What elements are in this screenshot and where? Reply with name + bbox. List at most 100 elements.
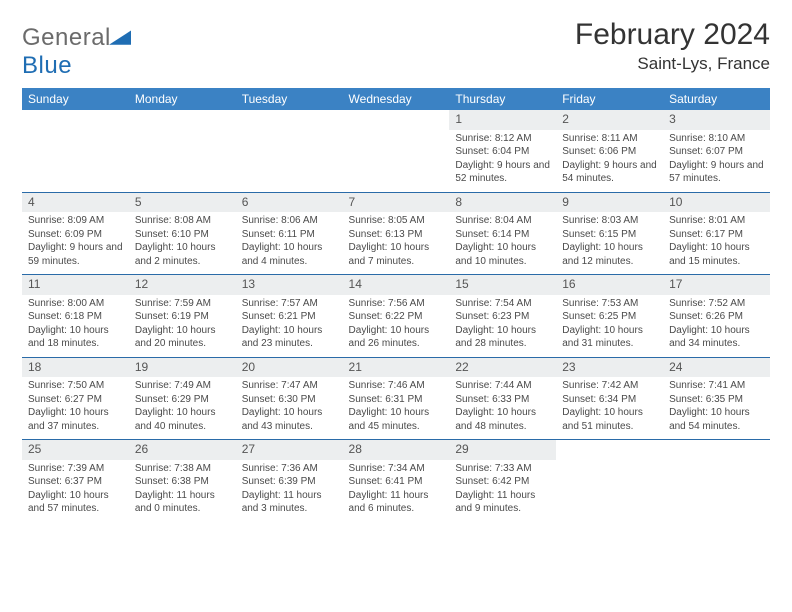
daylight-line: Daylight: 9 hours and 57 minutes. xyxy=(669,159,764,186)
daylight-line: Daylight: 10 hours and 28 minutes. xyxy=(455,324,550,351)
empty-cell xyxy=(343,110,450,188)
weekday-header: Sunday xyxy=(22,88,129,110)
day-info: Sunrise: 7:38 AMSunset: 6:38 PMDaylight:… xyxy=(129,460,236,522)
weekday-header: Saturday xyxy=(663,88,770,110)
daylight-line: Daylight: 10 hours and 2 minutes. xyxy=(135,241,230,268)
sunset-line: Sunset: 6:30 PM xyxy=(242,393,337,407)
day-info: Sunrise: 7:39 AMSunset: 6:37 PMDaylight:… xyxy=(22,460,129,522)
daylight-line: Daylight: 10 hours and 51 minutes. xyxy=(562,406,657,433)
sunrise-line: Sunrise: 7:33 AM xyxy=(455,462,550,476)
day-cell: 28Sunrise: 7:34 AMSunset: 6:41 PMDayligh… xyxy=(343,440,450,522)
calendar-cell: 9Sunrise: 8:03 AMSunset: 6:15 PMDaylight… xyxy=(556,192,663,275)
day-number: 26 xyxy=(129,440,236,460)
daylight-line: Daylight: 10 hours and 23 minutes. xyxy=(242,324,337,351)
calendar-cell xyxy=(556,440,663,522)
month-title: February 2024 xyxy=(575,18,770,52)
sunset-line: Sunset: 6:10 PM xyxy=(135,228,230,242)
calendar-cell: 7Sunrise: 8:05 AMSunset: 6:13 PMDaylight… xyxy=(343,192,450,275)
calendar-page: GeneralBlue February 2024 Saint-Lys, Fra… xyxy=(0,0,792,532)
day-cell: 17Sunrise: 7:52 AMSunset: 6:26 PMDayligh… xyxy=(663,275,770,357)
calendar-week: 1Sunrise: 8:12 AMSunset: 6:04 PMDaylight… xyxy=(22,110,770,192)
weekday-header: Wednesday xyxy=(343,88,450,110)
daylight-line: Daylight: 10 hours and 48 minutes. xyxy=(455,406,550,433)
sunrise-line: Sunrise: 7:56 AM xyxy=(349,297,444,311)
calendar-cell: 21Sunrise: 7:46 AMSunset: 6:31 PMDayligh… xyxy=(343,357,450,440)
logo: GeneralBlue xyxy=(22,18,131,80)
daylight-line: Daylight: 11 hours and 3 minutes. xyxy=(242,489,337,516)
sunrise-line: Sunrise: 8:11 AM xyxy=(562,132,657,146)
sunrise-line: Sunrise: 7:44 AM xyxy=(455,379,550,393)
sunset-line: Sunset: 6:11 PM xyxy=(242,228,337,242)
day-info: Sunrise: 7:42 AMSunset: 6:34 PMDaylight:… xyxy=(556,377,663,439)
day-cell: 27Sunrise: 7:36 AMSunset: 6:39 PMDayligh… xyxy=(236,440,343,522)
sunset-line: Sunset: 6:27 PM xyxy=(28,393,123,407)
daylight-line: Daylight: 9 hours and 52 minutes. xyxy=(455,159,550,186)
sunset-line: Sunset: 6:22 PM xyxy=(349,310,444,324)
sunrise-line: Sunrise: 8:10 AM xyxy=(669,132,764,146)
day-cell: 19Sunrise: 7:49 AMSunset: 6:29 PMDayligh… xyxy=(129,358,236,440)
calendar-cell: 6Sunrise: 8:06 AMSunset: 6:11 PMDaylight… xyxy=(236,192,343,275)
day-cell: 24Sunrise: 7:41 AMSunset: 6:35 PMDayligh… xyxy=(663,358,770,440)
day-number: 11 xyxy=(22,275,129,295)
sunset-line: Sunset: 6:04 PM xyxy=(455,145,550,159)
day-number: 3 xyxy=(663,110,770,130)
sunrise-line: Sunrise: 8:06 AM xyxy=(242,214,337,228)
calendar-cell: 14Sunrise: 7:56 AMSunset: 6:22 PMDayligh… xyxy=(343,275,450,358)
sunrise-line: Sunrise: 7:41 AM xyxy=(669,379,764,393)
sunset-line: Sunset: 6:26 PM xyxy=(669,310,764,324)
day-number: 29 xyxy=(449,440,556,460)
sunrise-line: Sunrise: 7:49 AM xyxy=(135,379,230,393)
sunset-line: Sunset: 6:19 PM xyxy=(135,310,230,324)
daylight-line: Daylight: 10 hours and 4 minutes. xyxy=(242,241,337,268)
day-cell: 26Sunrise: 7:38 AMSunset: 6:38 PMDayligh… xyxy=(129,440,236,522)
day-info: Sunrise: 7:54 AMSunset: 6:23 PMDaylight:… xyxy=(449,295,556,357)
day-cell: 13Sunrise: 7:57 AMSunset: 6:21 PMDayligh… xyxy=(236,275,343,357)
logo-word1: General xyxy=(22,24,111,51)
calendar-cell xyxy=(343,110,450,192)
sunrise-line: Sunrise: 7:46 AM xyxy=(349,379,444,393)
sunset-line: Sunset: 6:41 PM xyxy=(349,475,444,489)
logo-triangle-icon xyxy=(109,27,131,45)
day-number xyxy=(22,110,129,130)
day-number: 10 xyxy=(663,193,770,213)
daylight-line: Daylight: 10 hours and 57 minutes. xyxy=(28,489,123,516)
day-info: Sunrise: 7:33 AMSunset: 6:42 PMDaylight:… xyxy=(449,460,556,522)
calendar-cell: 13Sunrise: 7:57 AMSunset: 6:21 PMDayligh… xyxy=(236,275,343,358)
sunrise-line: Sunrise: 7:38 AM xyxy=(135,462,230,476)
sunrise-line: Sunrise: 7:47 AM xyxy=(242,379,337,393)
day-cell: 15Sunrise: 7:54 AMSunset: 6:23 PMDayligh… xyxy=(449,275,556,357)
sunset-line: Sunset: 6:38 PM xyxy=(135,475,230,489)
calendar-cell: 28Sunrise: 7:34 AMSunset: 6:41 PMDayligh… xyxy=(343,440,450,522)
day-info: Sunrise: 8:05 AMSunset: 6:13 PMDaylight:… xyxy=(343,212,450,274)
sunrise-line: Sunrise: 7:50 AM xyxy=(28,379,123,393)
day-info: Sunrise: 7:44 AMSunset: 6:33 PMDaylight:… xyxy=(449,377,556,439)
sunset-line: Sunset: 6:17 PM xyxy=(669,228,764,242)
day-number xyxy=(556,440,663,460)
day-number: 21 xyxy=(343,358,450,378)
daylight-line: Daylight: 9 hours and 54 minutes. xyxy=(562,159,657,186)
day-info: Sunrise: 7:34 AMSunset: 6:41 PMDaylight:… xyxy=(343,460,450,522)
calendar-cell: 16Sunrise: 7:53 AMSunset: 6:25 PMDayligh… xyxy=(556,275,663,358)
day-number: 15 xyxy=(449,275,556,295)
calendar-cell xyxy=(129,110,236,192)
day-number: 8 xyxy=(449,193,556,213)
sunrise-line: Sunrise: 8:01 AM xyxy=(669,214,764,228)
day-number: 20 xyxy=(236,358,343,378)
sunrise-line: Sunrise: 7:57 AM xyxy=(242,297,337,311)
calendar-head: SundayMondayTuesdayWednesdayThursdayFrid… xyxy=(22,88,770,110)
day-cell: 11Sunrise: 8:00 AMSunset: 6:18 PMDayligh… xyxy=(22,275,129,357)
day-info: Sunrise: 8:04 AMSunset: 6:14 PMDaylight:… xyxy=(449,212,556,274)
sunrise-line: Sunrise: 7:42 AM xyxy=(562,379,657,393)
daylight-line: Daylight: 10 hours and 15 minutes. xyxy=(669,241,764,268)
empty-cell xyxy=(236,110,343,188)
day-info: Sunrise: 7:53 AMSunset: 6:25 PMDaylight:… xyxy=(556,295,663,357)
daylight-line: Daylight: 10 hours and 10 minutes. xyxy=(455,241,550,268)
day-info: Sunrise: 8:09 AMSunset: 6:09 PMDaylight:… xyxy=(22,212,129,274)
day-cell: 2Sunrise: 8:11 AMSunset: 6:06 PMDaylight… xyxy=(556,110,663,192)
day-cell: 5Sunrise: 8:08 AMSunset: 6:10 PMDaylight… xyxy=(129,193,236,275)
day-info: Sunrise: 8:12 AMSunset: 6:04 PMDaylight:… xyxy=(449,130,556,192)
sunrise-line: Sunrise: 7:52 AM xyxy=(669,297,764,311)
calendar-week: 4Sunrise: 8:09 AMSunset: 6:09 PMDaylight… xyxy=(22,192,770,275)
daylight-line: Daylight: 9 hours and 59 minutes. xyxy=(28,241,123,268)
sunset-line: Sunset: 6:31 PM xyxy=(349,393,444,407)
